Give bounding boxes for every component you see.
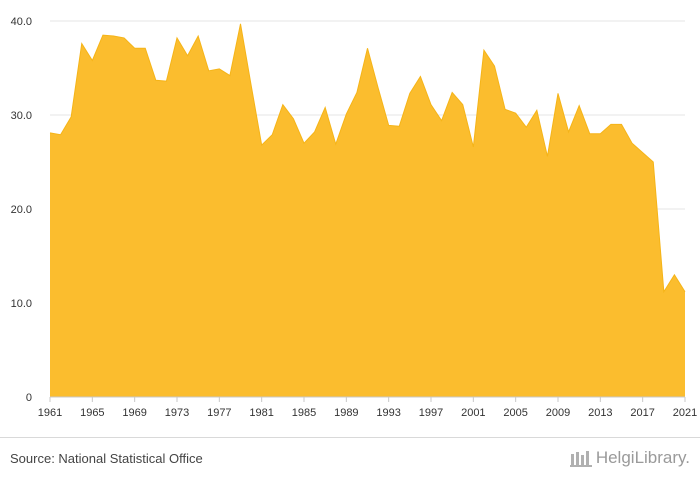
x-tick-label: 2017	[630, 407, 654, 419]
y-tick-label: 20.0	[11, 204, 32, 216]
x-tick-label: 1993	[376, 407, 400, 419]
x-tick-label: 1977	[207, 407, 231, 419]
area-chart: 010.020.030.040.0 1961 1965 1969 1973 1977 19…	[11, 16, 698, 419]
series-area-fill	[50, 23, 685, 397]
x-tick-label: 2009	[546, 407, 570, 419]
x-tick-label: 1981	[249, 407, 273, 419]
y-tick-label: 10.0	[11, 298, 32, 310]
y-tick-label: 40.0	[11, 16, 32, 28]
library-logo-icon	[569, 451, 592, 467]
x-tick-label: 2001	[461, 407, 485, 419]
x-tick-label: 1989	[334, 407, 358, 419]
x-tick-label: 1965	[80, 407, 104, 419]
axes	[49, 396, 686, 402]
y-tick-label: 0	[26, 392, 32, 404]
brand-logo[interactable]: HelgiLibrary.	[569, 448, 690, 468]
brand-name: HelgiLibrary.	[595, 448, 690, 467]
source-note: Source: National Statistical Office	[10, 451, 203, 466]
x-tick-label: 1985	[292, 407, 316, 419]
y-tick-label: 30.0	[11, 110, 32, 122]
footer-divider	[0, 437, 700, 438]
x-tick-label: 1997	[419, 407, 443, 419]
series-area	[49, 23, 686, 397]
x-tick-label: 2021	[673, 407, 697, 419]
series-line	[49, 23, 686, 294]
y-axis-tick-labels: 0 10.0 20.0 30.0 40.0	[11, 16, 32, 404]
x-tick-label: 1961	[38, 407, 62, 419]
x-tick-label: 2005	[503, 407, 527, 419]
x-tick-label: 1969	[122, 407, 146, 419]
x-axis-tick-labels: 1961 1965 1969 1973 1977 1981 1985 1989 1993 1997…	[38, 407, 697, 419]
x-tick-label: 2013	[588, 407, 612, 419]
x-tick-label: 1973	[165, 407, 189, 419]
